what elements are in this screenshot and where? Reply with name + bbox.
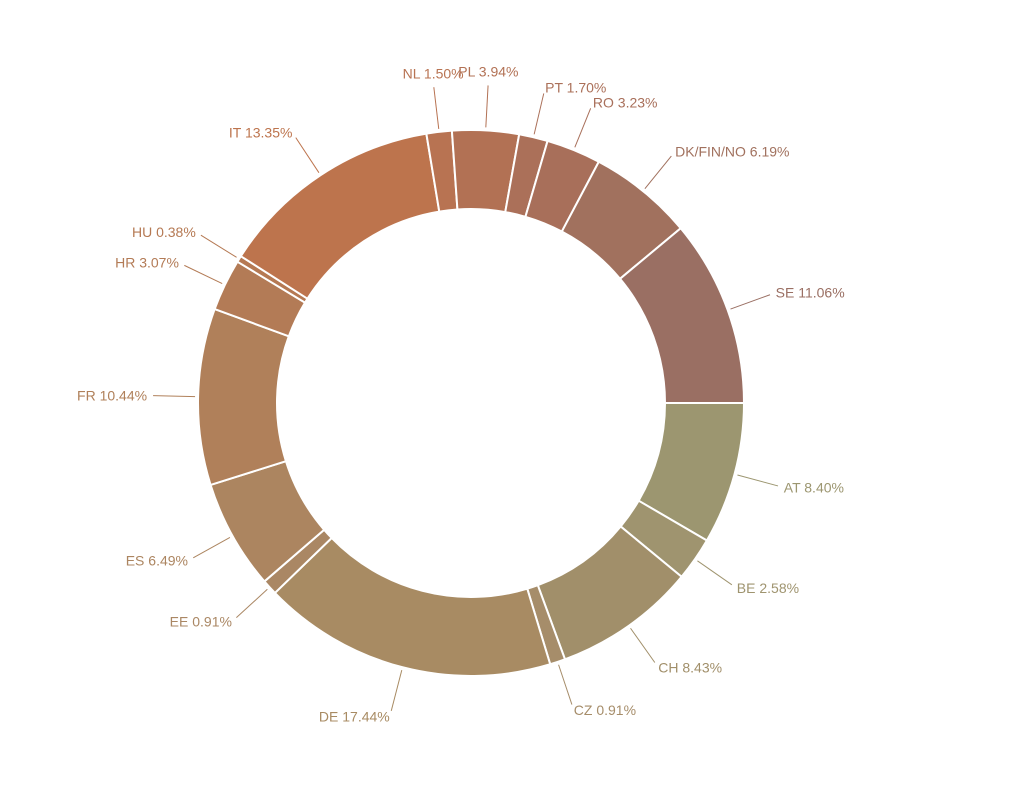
slice-label-hu: HU 0.38% [132,224,196,240]
slice-it [239,132,441,301]
slice-label-at: AT 8.40% [784,479,844,495]
slice-label-hr: HR 3.07% [115,255,179,271]
slice-se [618,226,746,404]
slice-label-fr: FR 10.44% [77,387,147,403]
slice-label-be: BE 2.58% [737,580,799,596]
leader-line-fr [153,395,196,398]
slice-fr [197,307,291,487]
leader-line-ro [574,108,592,148]
leader-line-pt [533,93,545,135]
slice-label-es: ES 6.49% [126,553,188,569]
slice-label-cz: CZ 0.91% [574,702,636,718]
slice-label-de: DE 17.44% [319,709,390,725]
leader-line-be [697,560,733,586]
leader-line-nl [433,87,440,129]
leader-line-ch [630,627,656,663]
slice-label-ch: CH 8.43% [658,659,722,675]
slice-labels: AT 8.40% BE 2.58% CH 8.43% CZ 0.91% DE 17.44… [77,64,845,725]
label-leader-lines [153,85,779,711]
leader-line-pl [485,85,489,128]
leader-line-at [737,474,779,487]
leader-line-cz [558,664,573,705]
leader-line-hr [184,264,223,285]
leader-line-es [192,536,231,559]
slice-label-it: IT 13.35% [229,125,293,141]
slice-label-nl: NL 1.50% [403,65,464,81]
slice-label-ro: RO 3.23% [593,95,658,111]
slice-label-pl: PL 3.94% [458,64,518,80]
slice-label-ee: EE 0.91% [170,614,232,630]
leader-line-dk-fin-no [644,155,672,189]
leader-line-hu [200,234,237,258]
leader-line-de [390,670,403,711]
slice-label-pt: PT 1.70% [545,79,606,95]
leader-line-se [730,294,771,310]
slice-label-se: SE 11.06% [776,285,845,301]
slice-label-dk-fin-no: DK/FIN/NO 6.19% [675,143,789,159]
slice-de [273,536,552,677]
leader-line-it [295,137,320,173]
leader-line-ee [236,588,268,619]
donut-slices [197,129,746,677]
